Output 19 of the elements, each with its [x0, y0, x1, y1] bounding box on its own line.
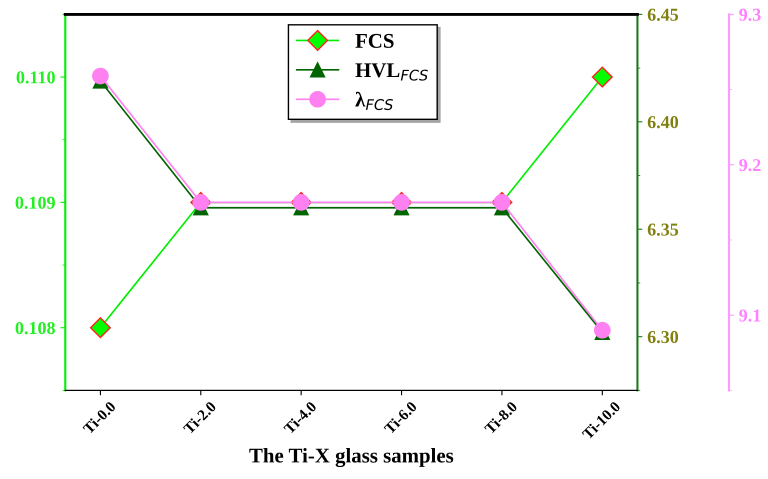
y3-tick-label: 9.1 — [739, 309, 760, 322]
point — [292, 194, 310, 211]
y3-tick-label: 9.3 — [739, 8, 761, 21]
legend-label: λ$_{FCS}$ — [355, 92, 393, 110]
legend-label: FCS — [355, 34, 394, 48]
y2-tick-label: 6.35 — [648, 224, 678, 236]
legend-label: HVL$_{FCS}$ — [355, 63, 428, 81]
point — [192, 194, 210, 211]
x-axis-title: The Ti-X glass samples — [249, 448, 454, 468]
y-tick-label: 0.108 — [16, 322, 55, 334]
y3-tick-label: 9.2 — [739, 159, 760, 172]
y2-tick-label: 6.30 — [648, 330, 678, 344]
y2-tick-label: 6.40 — [648, 116, 678, 128]
point — [494, 194, 510, 211]
point — [92, 68, 109, 84]
point — [393, 194, 410, 211]
y-tick-label: 0.109 — [16, 196, 55, 209]
y2-tick-label: 6.45 — [648, 8, 678, 21]
y-tick-label: 0.110 — [16, 71, 55, 84]
